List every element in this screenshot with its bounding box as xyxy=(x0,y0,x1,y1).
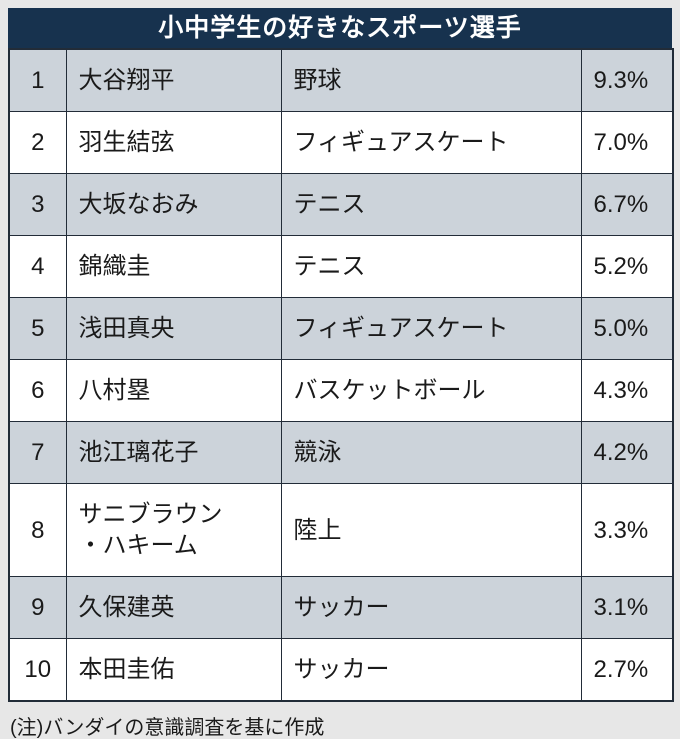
sport-cell: フィギュアスケート xyxy=(280,111,582,174)
rank-cell: 10 xyxy=(8,638,67,702)
sport-cell: 野球 xyxy=(280,48,582,112)
name-cell: 本田圭佑 xyxy=(65,638,282,702)
share-cell: 3.3% xyxy=(580,483,674,577)
rank-cell: 8 xyxy=(8,483,67,577)
source-note: (注)バンダイの意識調査を基に作成 xyxy=(10,717,325,739)
rank-cell: 2 xyxy=(8,111,67,174)
sport-cell: 競泳 xyxy=(280,421,582,484)
ranking-table-body: 1 大谷翔平 野球 9.3% 2 羽生結弦 フィギュアスケート 7.0% 3 大坂なおみ テニス 6.… xyxy=(8,48,674,702)
name-cell: 八村塁 xyxy=(65,359,282,422)
table-row: 5 浅田真央 フィギュアスケート 5.0% xyxy=(8,297,674,360)
sport-cell: フィギュアスケート xyxy=(280,297,582,360)
table-row: 9 久保建英 サッカー 3.1% xyxy=(8,576,674,639)
sport-cell: バスケットボール xyxy=(280,359,582,422)
share-cell: 2.7% xyxy=(580,638,674,702)
name-cell: 大谷翔平 xyxy=(65,48,282,112)
share-cell: 7.0% xyxy=(580,111,674,174)
rank-cell: 5 xyxy=(8,297,67,360)
sport-cell: サッカー xyxy=(280,638,582,702)
table-row: 8 サニブラウン ・ハキーム 陸上 3.3% xyxy=(8,483,674,577)
rank-cell: 7 xyxy=(8,421,67,484)
name-cell: 浅田真央 xyxy=(65,297,282,360)
table-row: 6 八村塁 バスケットボール 4.3% xyxy=(8,359,674,422)
table-row: 2 羽生結弦 フィギュアスケート 7.0% xyxy=(8,111,674,174)
sport-cell: テニス xyxy=(280,173,582,236)
rank-cell: 9 xyxy=(8,576,67,639)
chart-title: 小中学生の好きなスポーツ選手 xyxy=(8,8,672,48)
share-cell: 3.1% xyxy=(580,576,674,639)
table-row: 3 大坂なおみ テニス 6.7% xyxy=(8,173,674,236)
rank-cell: 6 xyxy=(8,359,67,422)
name-cell: 池江璃花子 xyxy=(65,421,282,484)
sport-cell: サッカー xyxy=(280,576,582,639)
name-cell: サニブラウン ・ハキーム xyxy=(65,483,282,577)
share-cell: 6.7% xyxy=(580,173,674,236)
name-cell: 羽生結弦 xyxy=(65,111,282,174)
table-row: 4 錦織圭 テニス 5.2% xyxy=(8,235,674,298)
share-cell: 4.2% xyxy=(580,421,674,484)
table-row: 1 大谷翔平 野球 9.3% xyxy=(8,48,674,112)
rank-cell: 3 xyxy=(8,173,67,236)
table-row: 10 本田圭佑 サッカー 2.7% xyxy=(8,638,674,702)
rank-cell: 1 xyxy=(8,48,67,112)
name-cell: 大坂なおみ xyxy=(65,173,282,236)
share-cell: 4.3% xyxy=(580,359,674,422)
name-cell: 錦織圭 xyxy=(65,235,282,298)
share-cell: 5.2% xyxy=(580,235,674,298)
table-row: 7 池江璃花子 競泳 4.2% xyxy=(8,421,674,484)
ranking-table: 1 大谷翔平 野球 9.3% 2 羽生結弦 フィギュアスケート 7.0% 3 大坂なおみ テニス 6.… xyxy=(8,48,674,702)
name-cell: 久保建英 xyxy=(65,576,282,639)
sport-cell: テニス xyxy=(280,235,582,298)
share-cell: 9.3% xyxy=(580,48,674,112)
sport-cell: 陸上 xyxy=(280,483,582,577)
rank-cell: 4 xyxy=(8,235,67,298)
share-cell: 5.0% xyxy=(580,297,674,360)
